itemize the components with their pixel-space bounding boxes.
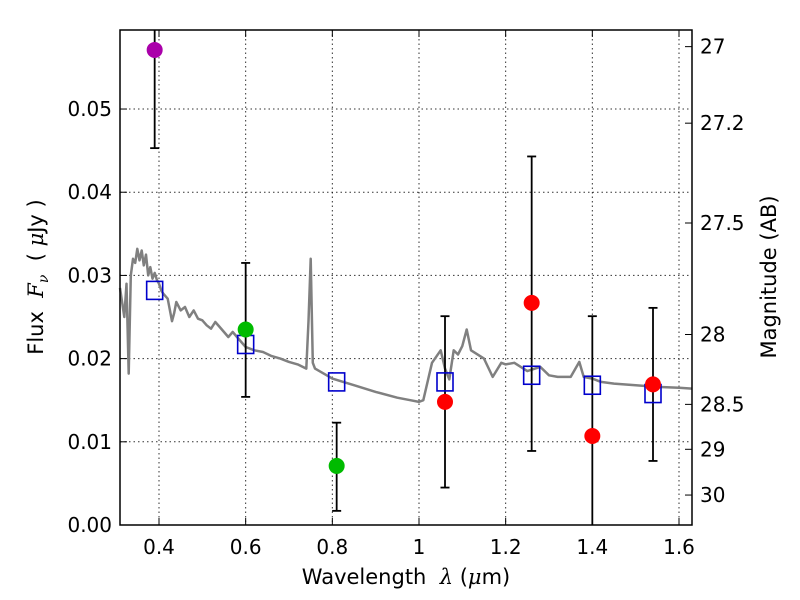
x-tick-label: 1.6	[663, 535, 695, 559]
y2-tick-label: 27.5	[700, 211, 745, 235]
model-photometry-square	[583, 375, 602, 396]
plot-frame	[119, 29, 693, 526]
y2-tick-label: 28	[700, 322, 725, 346]
model-sed-line	[118, 247, 693, 404]
y2-tick-label: 27	[700, 35, 725, 59]
observed-point	[523, 294, 540, 311]
observed-point	[584, 427, 601, 444]
model-photometry-square	[522, 365, 541, 386]
x-tick-label: 1.2	[490, 535, 522, 559]
y-tick-label: 0.01	[67, 430, 112, 454]
observed-point	[437, 393, 453, 410]
y2-tick-label: 27.2	[700, 111, 745, 135]
x-tick-label: 0.4	[143, 535, 175, 559]
y2-tick-label: 29	[700, 437, 725, 461]
y2-tick-label: 28.5	[700, 392, 745, 416]
y2-tick-label: 30	[700, 483, 725, 507]
x-tick-label: 0.6	[230, 535, 262, 559]
observed-point	[237, 321, 254, 338]
x-tick-label: 0.8	[316, 535, 348, 559]
grid-lines	[120, 30, 692, 526]
x-tick-label: 1	[413, 535, 426, 559]
axis-ticks: 0.4 0.6 0.8 1 1.2 1.4 1.6 0.00 0.01 0.02 0.03 0.04 0…	[67, 30, 745, 559]
y-tick-label: 0.02	[67, 347, 112, 371]
y-tick-label: 0.03	[67, 263, 112, 287]
y-tick-label: 0.04	[67, 180, 112, 204]
y-tick-label: 0.05	[67, 97, 112, 121]
x-tick-label: 1.4	[576, 535, 608, 559]
model-photometry-square	[436, 372, 454, 392]
observed-point	[328, 457, 345, 474]
y2-axis-label: Magnitude (AB)	[757, 195, 781, 358]
y-tick-label: 0.00	[67, 513, 112, 537]
x-axis-label: Wavelength λ (μm)	[302, 565, 510, 589]
observed-point	[645, 376, 661, 393]
model-photometry-square	[145, 280, 164, 301]
plot-area	[118, 30, 693, 525]
model-photometry-square	[327, 372, 346, 392]
y-axis-label: Flux Fν ( μJy )	[24, 199, 52, 354]
observed-point	[146, 41, 163, 58]
